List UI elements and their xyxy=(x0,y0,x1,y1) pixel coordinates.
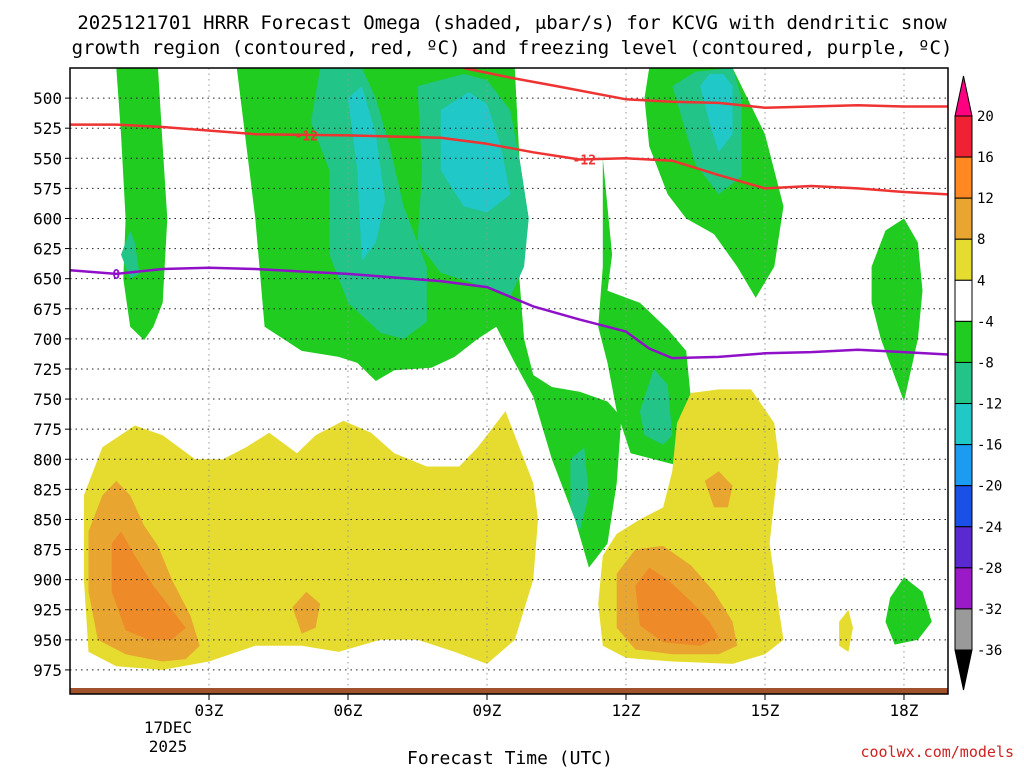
omega-region-17 xyxy=(839,609,853,652)
plot-frame xyxy=(69,67,949,695)
y-tick-label-725: 725 xyxy=(33,360,62,379)
y-tick-label-925: 925 xyxy=(33,601,62,620)
colorbar: 20 16 12 8 4 -4 -8 -12 -16 -20 -24 -28 -32 -36 xyxy=(954,75,1002,691)
y-tick-label-750: 750 xyxy=(33,390,62,409)
omega-region-6 xyxy=(121,230,140,279)
colorbar-segment-4 xyxy=(954,279,973,322)
y-tick-label-525: 525 xyxy=(33,119,62,138)
grid-lines xyxy=(70,68,948,694)
colorbar-segment-9 xyxy=(954,485,973,528)
omega-region-11 xyxy=(570,447,589,532)
contour-label-2-0: 0 xyxy=(112,268,120,283)
colorbar-segment-7 xyxy=(954,403,973,446)
y-tick-label-975: 975 xyxy=(33,661,62,680)
colorbar-tick-3: 8 xyxy=(977,232,985,248)
x-tick-label-09Z: 09Z xyxy=(473,701,502,720)
chart-title-line2: growth region (contoured, red, ºC) and f… xyxy=(72,37,953,59)
y-tick-label-600: 600 xyxy=(33,209,62,228)
x-tick-label-18Z: 18Z xyxy=(890,701,919,720)
x-axis-ticks: 03Z 06Z 09Z 12Z 15Z 18Z xyxy=(195,694,919,720)
colorbar-tick-6: -8 xyxy=(977,355,994,371)
colorbar-tick-7: -12 xyxy=(977,397,1002,413)
chart-title-line1: 2025121701 HRRR Forecast Omega (shaded, … xyxy=(77,12,947,34)
omega-region-12 xyxy=(348,86,386,261)
dendritic-contour-1 xyxy=(463,68,948,109)
omega-region-23 xyxy=(635,567,719,646)
dendritic-contour-0 xyxy=(70,123,948,196)
y-tick-label-850: 850 xyxy=(33,510,62,529)
date-label-day: 17DEC xyxy=(144,718,192,737)
y-tick-label-500: 500 xyxy=(33,89,62,108)
colorbar-tick-0: 20 xyxy=(977,109,994,125)
y-axis-ticks: 500 525 550 575 600 625 650 675 700 725 750 775 800 8… xyxy=(33,89,70,680)
colorbar-tick-8: -16 xyxy=(977,438,1002,454)
colorbar-tick-1: 16 xyxy=(977,150,994,166)
y-tick-label-775: 775 xyxy=(33,420,62,439)
date-label-year: 2025 xyxy=(149,737,188,756)
colorbar-tick-9: -20 xyxy=(977,479,1002,495)
x-axis-label: Forecast Time (UTC) xyxy=(407,748,613,768)
omega-region-2 xyxy=(598,158,696,466)
y-tick-label-550: 550 xyxy=(33,149,62,168)
credit-text: coolwx.com/models xyxy=(860,743,1014,761)
colorbar-bottom-triangle xyxy=(954,649,973,691)
ground-strip xyxy=(70,688,948,694)
y-tick-label-900: 900 xyxy=(33,571,62,590)
colorbar-segment-8 xyxy=(954,444,973,487)
contour-label-0-0: -12 xyxy=(295,129,318,144)
colorbar-segment-11 xyxy=(954,567,973,610)
colorbar-segment-10 xyxy=(954,526,973,569)
omega-region-14 xyxy=(700,74,733,153)
omega-region-4 xyxy=(871,218,923,402)
y-tick-label-625: 625 xyxy=(33,240,62,259)
y-tick-label-575: 575 xyxy=(33,179,62,198)
colorbar-segment-0 xyxy=(954,115,973,158)
omega-region-13 xyxy=(440,92,511,213)
colorbar-tick-10: -24 xyxy=(977,520,1002,536)
y-tick-label-950: 950 xyxy=(33,631,62,650)
contour-lines: -12 -12 0 xyxy=(70,68,948,360)
y-tick-label-700: 700 xyxy=(33,330,62,349)
colorbar-tick-4: 4 xyxy=(977,273,985,289)
colorbar-tick-5: -4 xyxy=(977,314,994,330)
y-tick-label-825: 825 xyxy=(33,480,62,499)
freezing-contour-2 xyxy=(70,266,948,360)
x-tick-label-06Z: 06Z xyxy=(334,701,363,720)
y-tick-label-875: 875 xyxy=(33,541,62,560)
y-tick-label-675: 675 xyxy=(33,300,62,319)
colorbar-segment-5 xyxy=(954,320,973,363)
colorbar-segment-2 xyxy=(954,197,973,240)
x-tick-label-12Z: 12Z xyxy=(612,701,641,720)
colorbar-segment-3 xyxy=(954,238,973,281)
y-tick-label-650: 650 xyxy=(33,270,62,289)
x-tick-label-03Z: 03Z xyxy=(195,701,224,720)
omega-region-9 xyxy=(639,369,673,445)
colorbar-segment-6 xyxy=(954,361,973,405)
omega-region-22 xyxy=(111,531,186,640)
colorbar-top-triangle xyxy=(954,75,973,117)
colorbar-tick-12: -32 xyxy=(977,602,1002,618)
colorbar-tick-2: 12 xyxy=(977,191,994,207)
omega-region-19 xyxy=(292,591,321,634)
omega-region-5 xyxy=(885,577,932,645)
colorbar-segment-12 xyxy=(954,608,973,651)
colorbar-tick-11: -28 xyxy=(977,561,1002,577)
y-tick-label-800: 800 xyxy=(33,450,62,469)
omega-region-0 xyxy=(88,68,168,341)
colorbar-tick-13: -36 xyxy=(977,643,1002,659)
x-tick-label-15Z: 15Z xyxy=(751,701,780,720)
omega-region-15 xyxy=(83,411,539,670)
colorbar-segment-1 xyxy=(954,156,973,199)
contour-label-0-1: -12 xyxy=(573,153,596,168)
omega-shading xyxy=(83,68,932,670)
omega-region-21 xyxy=(704,471,733,508)
